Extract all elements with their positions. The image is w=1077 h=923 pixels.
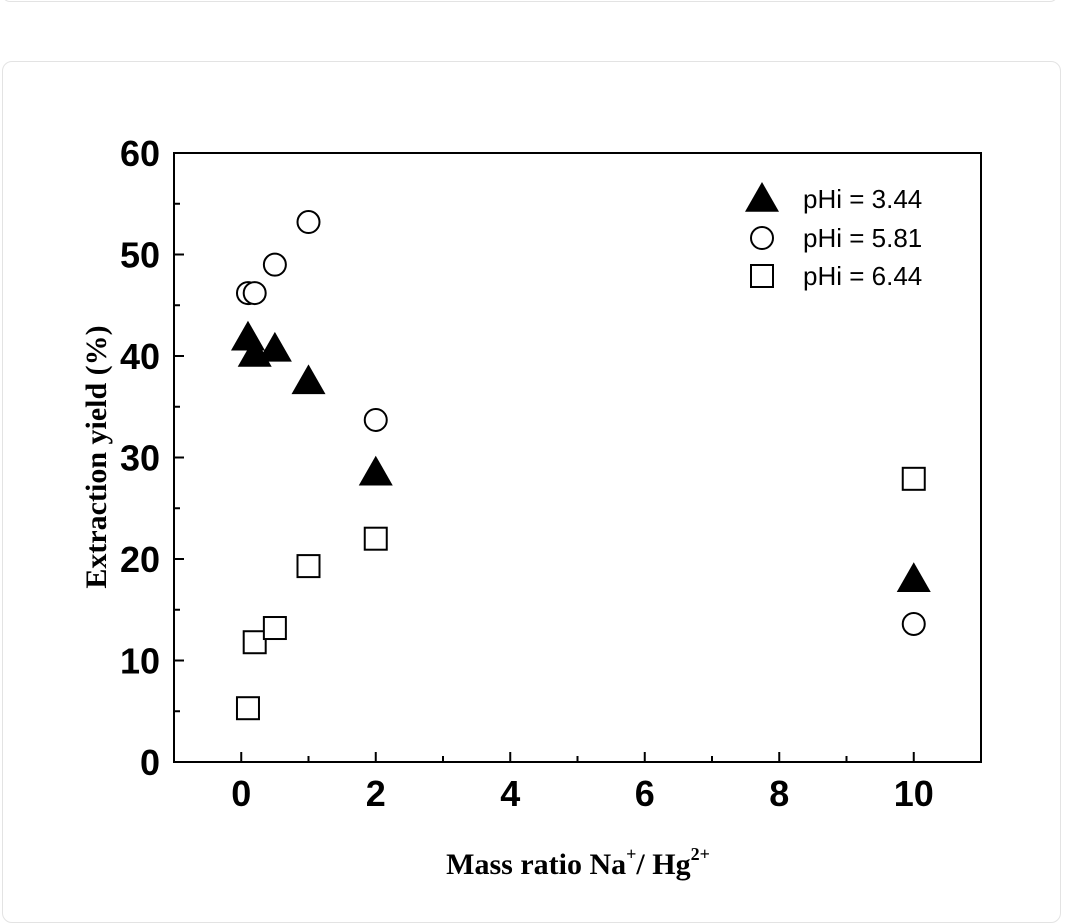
data-point-series-1 <box>896 562 931 593</box>
legend: pHi = 3.44 pHi = 5.81 pHi = 6.44 <box>745 182 922 291</box>
y-tick-label: 0 <box>140 742 160 783</box>
x-axis-title-mid: / Hg <box>635 848 690 881</box>
x-tick-label: 4 <box>500 773 520 814</box>
legend-marker-3 <box>750 264 774 288</box>
data-point-series-1 <box>291 364 326 395</box>
data-point-series-2 <box>262 252 287 277</box>
x-axis-title-sup1: + <box>626 844 636 864</box>
x-tick-label: 2 <box>366 773 386 814</box>
x-axis-title-sup2: 2+ <box>691 844 710 864</box>
plot-frame <box>173 152 982 763</box>
y-tick-label: 20 <box>120 539 160 580</box>
x-axis-title: Mass ratio Na+/ Hg2+ <box>446 844 710 881</box>
y-tick-label: 50 <box>120 235 160 276</box>
legend-label-1: pHi = 3.44 <box>803 184 922 214</box>
x-tick-label: 6 <box>635 773 655 814</box>
data-point-series-3 <box>296 554 321 579</box>
x-tick-label: 8 <box>769 773 789 814</box>
data-point-series-2 <box>363 407 388 432</box>
y-axis-title: Extraction yield (%) <box>80 325 113 588</box>
y-tick-label: 30 <box>120 438 160 479</box>
legend-marker-1 <box>745 182 779 212</box>
data-point-series-3 <box>242 630 267 655</box>
legend-label-3: pHi = 6.44 <box>803 261 922 291</box>
x-tick-label: 10 <box>894 773 934 814</box>
data-point-series-2 <box>296 210 321 235</box>
data-point-series-3 <box>901 466 926 491</box>
data-point-series-3 <box>235 696 260 721</box>
data-point-series-3 <box>262 616 287 641</box>
data-point-series-1 <box>358 455 393 486</box>
legend-marker-2 <box>750 226 774 250</box>
data-point-series-2 <box>242 281 267 306</box>
data-point-series-3 <box>363 526 388 551</box>
scatter-chart: 0 10 20 30 40 50 60 0 2 4 6 8 10 Extraction yield (%… <box>80 133 982 881</box>
data-point-series-2 <box>901 611 926 636</box>
x-tick-label: 0 <box>231 773 251 814</box>
data-point-series-1 <box>230 320 265 351</box>
y-tick-label: 40 <box>120 336 160 377</box>
x-axis-title-main: Mass ratio Na <box>446 848 626 881</box>
data-point-series-1 <box>257 331 292 362</box>
legend-label-2: pHi = 5.81 <box>803 223 922 253</box>
y-tick-label: 60 <box>120 133 160 174</box>
y-tick-label: 10 <box>120 641 160 682</box>
